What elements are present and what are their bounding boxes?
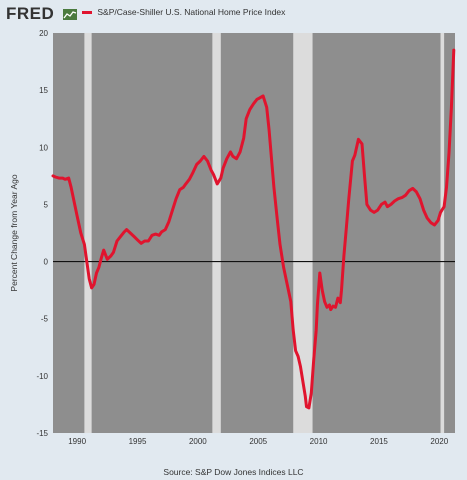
y-axis-label: Percent Change from Year Ago	[9, 174, 19, 291]
x-tick-label: 2020	[430, 437, 448, 446]
x-tick-label: 1995	[129, 437, 147, 446]
y-tick-label: 0	[44, 258, 49, 267]
fred-logo[interactable]: FRED	[6, 4, 77, 24]
recession-band	[440, 33, 445, 433]
x-tick-label: 2015	[370, 437, 388, 446]
y-tick-label: 5	[44, 200, 49, 209]
legend-entry: S&P/Case-Shiller U.S. National Home Pric…	[97, 7, 286, 17]
recession-band	[212, 33, 221, 433]
y-tick-label: 10	[39, 143, 48, 152]
x-tick-label: 1990	[68, 437, 86, 446]
recession-band	[293, 33, 313, 433]
y-tick-label: 20	[39, 29, 48, 38]
source-note: Source: S&P Dow Jones Indices LLC	[163, 467, 304, 477]
y-tick-label: 15	[39, 86, 48, 95]
fred-logo-text: FRED	[6, 4, 55, 23]
y-tick-label: -5	[41, 315, 49, 324]
x-tick-label: 2010	[310, 437, 328, 446]
series-line	[51, 48, 456, 410]
plot-area	[53, 33, 455, 433]
x-tick-label: 2000	[189, 437, 207, 446]
x-axis-ticks: 1990 1995 2000 2005 2010 2015 2020	[68, 437, 449, 446]
chart-line-icon	[62, 9, 77, 21]
recession-band	[84, 33, 92, 433]
recession-shading-group	[84, 33, 445, 433]
x-tick-label: 2005	[249, 437, 267, 446]
legend-swatch	[82, 11, 92, 15]
y-tick-label: -15	[36, 429, 48, 438]
legend: S&P/Case-Shiller U.S. National Home Pric…	[82, 7, 285, 17]
y-axis-ticks: 20 15 10 5 0 -5 -10 -15	[36, 29, 48, 438]
y-tick-label: -10	[36, 372, 48, 381]
